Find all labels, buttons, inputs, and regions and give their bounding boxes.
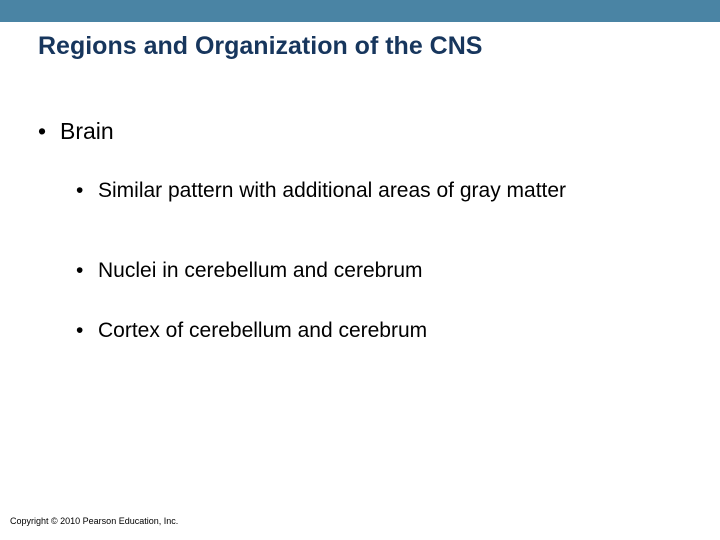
copyright-text: Copyright © 2010 Pearson Education, Inc. xyxy=(10,516,178,526)
bullet-level2: •Cortex of cerebellum and cerebrum xyxy=(76,318,660,344)
bullet-level1: •Brain xyxy=(38,118,114,145)
bullet-text: Nuclei in cerebellum and cerebrum xyxy=(98,258,660,284)
bullet-level2: •Similar pattern with additional areas o… xyxy=(76,178,660,204)
bullet-text: Cortex of cerebellum and cerebrum xyxy=(98,318,660,344)
bullet-marker: • xyxy=(76,258,98,284)
bullet-text: Similar pattern with additional areas of… xyxy=(98,178,660,204)
slide-title: Regions and Organization of the CNS xyxy=(38,32,482,61)
bullet-level2: •Nuclei in cerebellum and cerebrum xyxy=(76,258,660,284)
bullet-marker: • xyxy=(38,118,60,145)
bullet-text: Brain xyxy=(60,118,114,144)
bullet-marker: • xyxy=(76,178,98,204)
header-accent-bar xyxy=(0,0,720,22)
bullet-marker: • xyxy=(76,318,98,344)
